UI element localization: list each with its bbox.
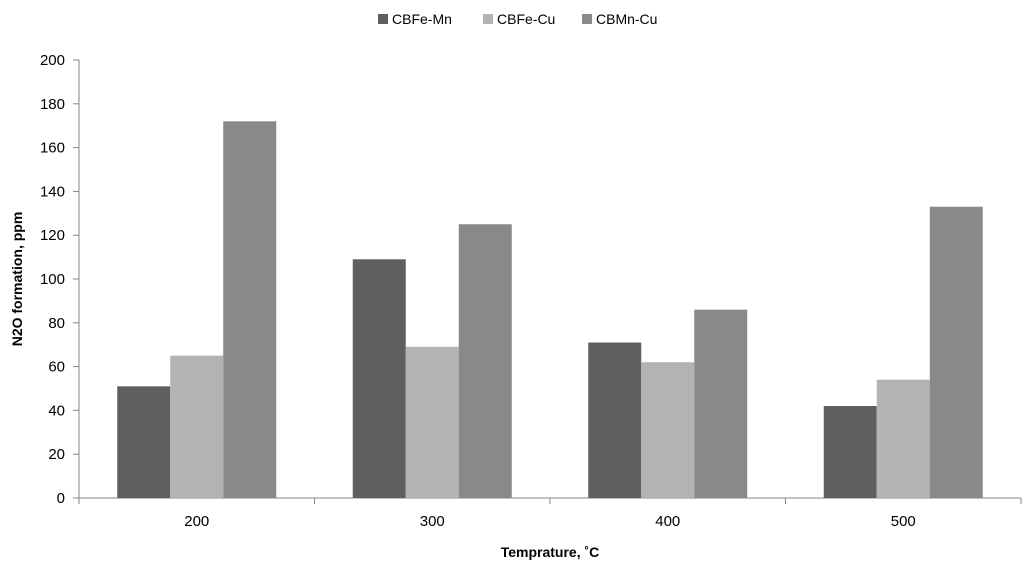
y-axis (73, 59, 80, 499)
bars (117, 121, 983, 499)
bar-cbfe-cu-300 (405, 346, 459, 498)
bar-cbfe-mn-500 (823, 406, 877, 498)
y-tick-label: 40 (48, 402, 65, 419)
bar-cbmn-cu-200 (223, 121, 277, 498)
y-tick-label: 80 (48, 315, 65, 332)
bar-cbfe-mn-200 (117, 386, 171, 498)
y-tick-label: 180 (40, 96, 65, 113)
y-tick-label: 60 (48, 359, 65, 376)
x-tick-label: 400 (655, 513, 680, 530)
x-axis-title: Temprature, ˚C (501, 544, 600, 560)
x-tick-labels: 200 300 400 500 (184, 513, 916, 530)
y-tick-labels: 0 20 40 60 80 100 120 140 160 180 200 (40, 52, 65, 507)
legend-label-cbfe-cu: CBFe-Cu (497, 11, 555, 27)
bar-cbfe-cu-200 (170, 355, 224, 498)
y-tick-label: 100 (40, 271, 65, 288)
legend-swatch-cbfe-cu (483, 14, 493, 24)
x-tick-label: 300 (420, 513, 445, 530)
bar-cbfe-cu-500 (876, 379, 930, 498)
legend-label-cbfe-mn: CBFe-Mn (392, 11, 452, 27)
bar-cbmn-cu-400 (694, 309, 748, 498)
y-axis-title: N2O formation, ppm (9, 212, 25, 347)
y-tick-label: 0 (57, 490, 65, 507)
bar-cbmn-cu-500 (929, 206, 983, 499)
bar-cbfe-mn-400 (588, 342, 642, 498)
y-tick-label: 200 (40, 52, 65, 69)
legend-swatch-cbmn-cu (582, 14, 592, 24)
legend-swatch-cbfe-mn (378, 14, 388, 24)
x-axis (73, 497, 1022, 504)
x-tick-label: 200 (184, 513, 209, 530)
y-tick-label: 120 (40, 227, 65, 244)
bar-cbfe-mn-300 (352, 259, 406, 498)
bar-cbmn-cu-300 (458, 224, 512, 498)
bar-cbfe-cu-400 (641, 362, 695, 498)
legend-label-cbmn-cu: CBMn-Cu (596, 11, 657, 27)
y-tick-label: 20 (48, 446, 65, 463)
y-tick-label: 160 (40, 140, 65, 157)
legend: CBFe-Mn CBFe-Cu CBMn-Cu (378, 11, 657, 27)
y-tick-label: 140 (40, 183, 65, 200)
x-tick-label: 500 (891, 513, 916, 530)
